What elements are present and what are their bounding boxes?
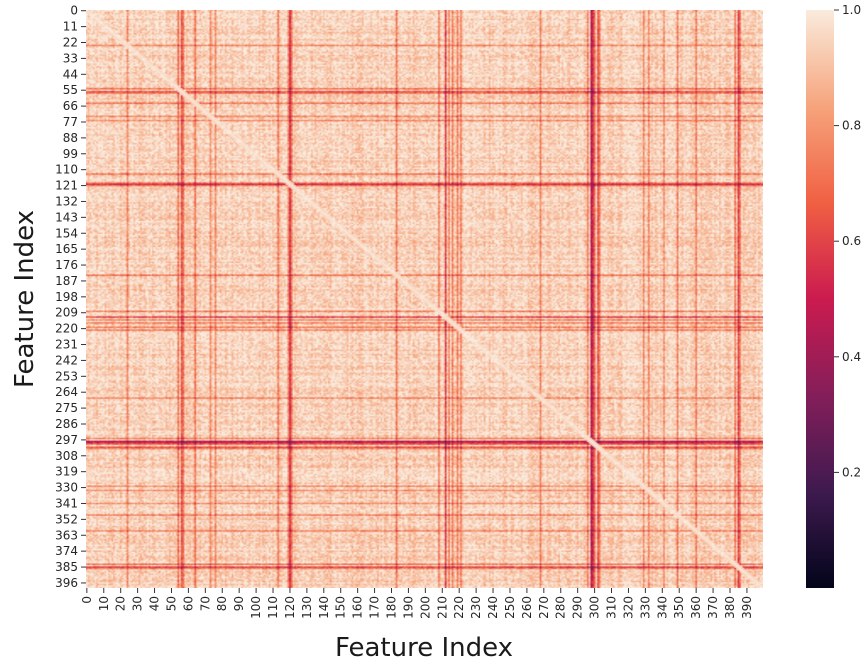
y-tick-label: 88 [63,131,78,145]
y-tick-label: 264 [55,385,78,399]
y-tick-label: 209 [55,306,78,320]
x-tick-label: 170 [368,596,382,619]
y-tick-label: 363 [55,528,78,542]
y-tick-label: 220 [55,322,78,336]
x-tick-label: 340 [655,596,669,619]
y-tick-label: 66 [63,99,78,113]
colorbar-tick-label: 0.6 [842,234,861,248]
x-tick-label: 80 [215,596,229,611]
x-tick-label: 90 [232,596,246,611]
y-tick-label: 341 [55,496,78,510]
y-tick-label: 231 [55,338,78,352]
y-tick-label: 253 [55,369,78,383]
y-tick-label: 165 [55,242,78,256]
y-tick-label: 33 [63,51,78,65]
x-tick-label: 220 [452,596,466,619]
x-tick-label: 330 [638,596,652,619]
y-axis-label: Feature Index [10,210,40,388]
x-tick-label: 300 [588,596,602,619]
y-tick-label: 143 [55,210,78,224]
colorbar-tick-label: 1.0 [842,3,861,17]
y-tick-label: 396 [55,576,78,590]
y-tick-label: 374 [55,544,78,558]
x-tick-label: 150 [334,596,348,619]
y-tick-label: 154 [55,226,78,240]
y-tick-label: 308 [55,449,78,463]
y-tick-label: 242 [55,353,78,367]
x-tick-label: 70 [198,596,212,611]
y-tick-label: 198 [55,290,78,304]
x-tick-label: 130 [300,596,314,619]
x-tick-label: 100 [249,596,263,619]
x-tick-label: 180 [384,596,398,619]
heatmap-cells [86,10,763,588]
y-tick-label: 121 [55,179,78,193]
x-tick-label: 310 [605,596,619,619]
colorbar-tick-label: 0.4 [842,350,861,364]
x-tick-label: 190 [401,596,415,619]
x-tick-label: 210 [435,596,449,619]
x-axis-ticks: 0 10 20 30 40 50 60 70 80 90 100 110 120 130 140 150 160… [80,588,754,619]
x-tick-label: 240 [486,596,500,619]
x-tick-label: 110 [266,596,280,619]
y-tick-label: 110 [55,163,78,177]
x-tick-label: 10 [97,596,111,611]
y-tick-label: 44 [63,67,78,81]
x-tick-label: 390 [740,596,754,619]
x-tick-label: 60 [181,596,195,611]
colorbar [806,10,834,588]
colorbar-tick-label: 0.8 [842,119,861,133]
y-tick-label: 176 [55,258,78,272]
x-tick-label: 320 [621,596,635,619]
y-tick-label: 55 [63,83,78,97]
colorbar-ticks: 0.2 0.4 0.6 0.8 1.0 [834,3,861,479]
y-tick-label: 0 [70,4,78,18]
x-tick-label: 50 [164,596,178,611]
x-tick-label: 160 [351,596,365,619]
x-tick-label: 40 [148,596,162,611]
x-tick-label: 260 [520,596,534,619]
y-tick-label: 77 [63,115,78,129]
x-tick-label: 360 [689,596,703,619]
y-tick-label: 132 [55,194,78,208]
x-tick-label: 350 [672,596,686,619]
x-tick-label: 20 [114,596,128,611]
y-axis-ticks: 0112233445566778899110121132143154165176… [55,4,86,590]
x-tick-label: 270 [537,596,551,619]
x-tick-label: 30 [131,596,145,611]
y-tick-label: 99 [63,147,78,161]
y-tick-label: 22 [63,36,78,50]
x-tick-label: 280 [554,596,568,619]
y-tick-label: 286 [55,417,78,431]
x-axis-label: Feature Index [335,633,513,663]
y-tick-label: 319 [55,465,78,479]
x-tick-label: 290 [571,596,585,619]
x-tick-label: 0 [80,596,94,604]
x-tick-label: 250 [503,596,517,619]
x-tick-label: 230 [469,596,483,619]
y-tick-label: 275 [55,401,78,415]
x-tick-label: 370 [706,596,720,619]
y-tick-label: 330 [55,481,78,495]
y-tick-label: 385 [55,560,78,574]
x-tick-label: 380 [723,596,737,619]
y-tick-label: 297 [55,433,78,447]
x-tick-label: 120 [283,596,297,619]
y-tick-label: 187 [55,274,78,288]
y-tick-label: 352 [55,512,78,526]
x-tick-label: 140 [317,596,331,619]
x-tick-label: 200 [418,596,432,619]
y-tick-label: 11 [63,20,78,34]
colorbar-tick-label: 0.2 [842,465,861,479]
